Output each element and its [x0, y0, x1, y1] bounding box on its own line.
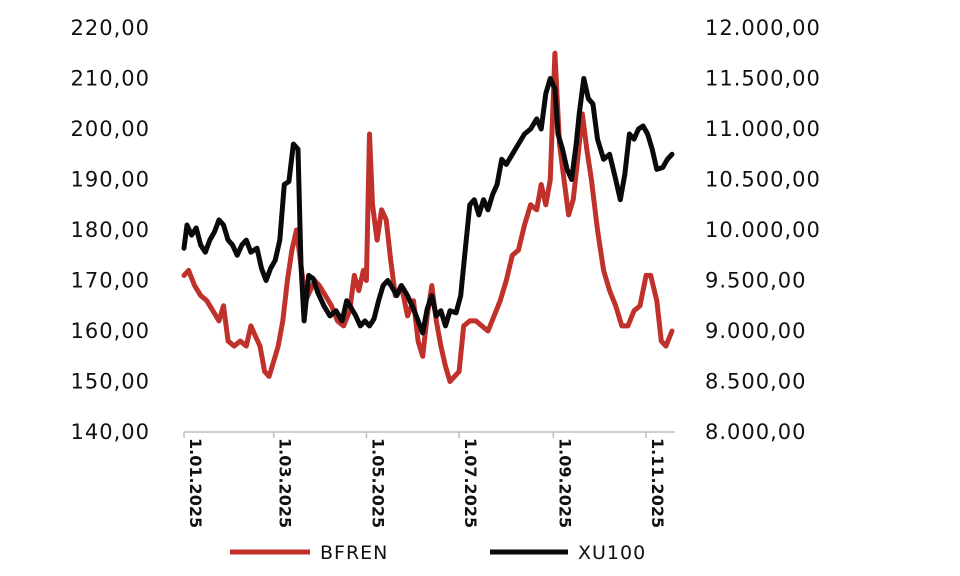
y-right-tick-label: 8.500,00 [705, 370, 807, 394]
legend: BFREN XU100 [230, 542, 646, 564]
y-left-tick-label: 160,00 [71, 319, 150, 343]
y-left-tick-label: 140,00 [71, 420, 150, 444]
x-tick-label: 1.11.2025 [648, 438, 667, 528]
y-right-tick-label: 10.500,00 [705, 168, 821, 192]
y-right-tick-label: 11.500,00 [705, 67, 821, 91]
y-right-tick-label: 9.500,00 [705, 269, 807, 293]
legend-label-xu100: XU100 [578, 542, 646, 564]
x-tick-label: 1.05.2025 [368, 438, 387, 528]
y-right-tick-label: 8.000,00 [705, 420, 807, 444]
legend-label-bfren: BFREN [320, 542, 388, 564]
y-left-tick-label: 150,00 [71, 370, 150, 394]
y-left-tick-label: 220,00 [71, 16, 150, 40]
x-tick-label: 1.07.2025 [461, 438, 480, 528]
y-right-axis: 12.000,00 11.500,00 11.000,00 10.500,00 10.0… [705, 16, 821, 444]
y-left-tick-label: 190,00 [71, 168, 150, 192]
y-left-tick-label: 180,00 [71, 218, 150, 242]
plot-area [181, 50, 675, 384]
x-tick-label: 1.01.2025 [186, 438, 205, 528]
y-left-tick-label: 210,00 [71, 67, 150, 91]
x-tick-label: 1.03.2025 [276, 438, 295, 528]
series-line-xu100 [181, 76, 675, 336]
series-line-bfren [181, 50, 675, 384]
y-right-tick-label: 12.000,00 [705, 16, 821, 40]
x-tick-label: 1.09.2025 [555, 438, 574, 528]
y-right-tick-label: 11.000,00 [705, 117, 821, 141]
y-right-tick-label: 10.000,00 [705, 218, 821, 242]
y-left-tick-label: 200,00 [71, 117, 150, 141]
y-left-axis: 220,00 210,00 200,00 190,00 180,00 170,00 160,… [71, 16, 150, 444]
x-axis: 1.01.2025 1.03.2025 1.05.2025 1.07.2025 1.09… [183, 432, 667, 528]
y-right-tick-label: 9.000,00 [705, 319, 807, 343]
y-left-tick-label: 170,00 [71, 269, 150, 293]
